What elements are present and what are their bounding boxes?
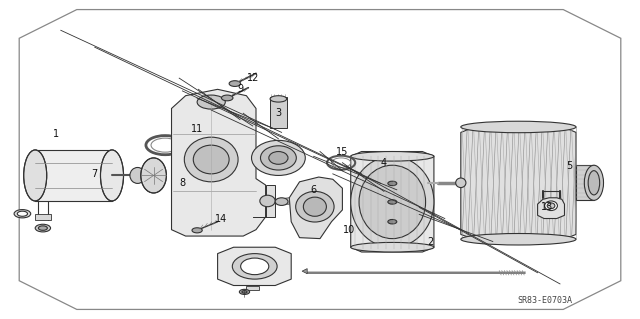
- Text: 10: 10: [342, 225, 355, 235]
- Text: 13: 13: [541, 202, 554, 212]
- Ellipse shape: [351, 152, 434, 161]
- Ellipse shape: [193, 145, 229, 174]
- Polygon shape: [35, 150, 112, 201]
- Ellipse shape: [232, 254, 277, 279]
- Ellipse shape: [388, 200, 397, 204]
- Text: 3: 3: [275, 108, 282, 118]
- Polygon shape: [289, 177, 342, 239]
- Ellipse shape: [260, 195, 275, 207]
- Polygon shape: [172, 89, 266, 236]
- Text: 2: 2: [427, 237, 433, 248]
- Ellipse shape: [239, 289, 250, 294]
- Polygon shape: [351, 152, 434, 252]
- Polygon shape: [461, 127, 576, 239]
- Text: 8: 8: [179, 178, 186, 189]
- Ellipse shape: [461, 121, 576, 133]
- Ellipse shape: [303, 197, 326, 216]
- Ellipse shape: [260, 146, 296, 170]
- Ellipse shape: [270, 96, 287, 102]
- Ellipse shape: [17, 211, 28, 216]
- Ellipse shape: [351, 156, 434, 248]
- Ellipse shape: [584, 165, 604, 200]
- Text: 12: 12: [246, 73, 259, 83]
- Ellipse shape: [197, 95, 225, 109]
- Ellipse shape: [184, 137, 238, 182]
- Text: 6: 6: [310, 185, 317, 195]
- Ellipse shape: [241, 258, 269, 275]
- Text: 9: 9: [237, 84, 243, 94]
- Polygon shape: [538, 198, 564, 219]
- Ellipse shape: [351, 242, 434, 252]
- Text: 7: 7: [92, 169, 98, 179]
- Ellipse shape: [100, 150, 124, 201]
- Ellipse shape: [588, 171, 600, 195]
- Polygon shape: [576, 165, 594, 200]
- Ellipse shape: [547, 203, 555, 209]
- Ellipse shape: [130, 167, 145, 183]
- Ellipse shape: [35, 224, 51, 232]
- Ellipse shape: [456, 178, 466, 188]
- Ellipse shape: [229, 81, 241, 86]
- Ellipse shape: [14, 210, 31, 218]
- Ellipse shape: [359, 165, 426, 239]
- Ellipse shape: [545, 201, 557, 211]
- Ellipse shape: [269, 152, 288, 164]
- Polygon shape: [276, 198, 289, 204]
- Bar: [270, 97, 287, 128]
- Ellipse shape: [388, 219, 397, 224]
- Polygon shape: [302, 269, 307, 274]
- Text: SR83-E0703A: SR83-E0703A: [518, 296, 573, 305]
- Ellipse shape: [388, 181, 397, 186]
- Text: 14: 14: [214, 213, 227, 224]
- Text: 4: 4: [381, 158, 387, 168]
- Polygon shape: [35, 214, 51, 220]
- Text: 1: 1: [53, 129, 60, 139]
- Polygon shape: [218, 247, 291, 286]
- Ellipse shape: [296, 191, 334, 222]
- Polygon shape: [246, 286, 259, 290]
- Ellipse shape: [221, 95, 233, 101]
- Ellipse shape: [461, 234, 576, 245]
- Text: 5: 5: [566, 161, 573, 171]
- Text: 11: 11: [191, 124, 204, 134]
- Ellipse shape: [252, 140, 305, 175]
- Ellipse shape: [242, 291, 247, 293]
- Ellipse shape: [24, 150, 47, 201]
- Text: 15: 15: [336, 146, 349, 157]
- Polygon shape: [253, 185, 275, 217]
- Ellipse shape: [192, 228, 202, 233]
- Ellipse shape: [141, 158, 166, 193]
- Ellipse shape: [38, 226, 47, 230]
- Ellipse shape: [275, 198, 288, 205]
